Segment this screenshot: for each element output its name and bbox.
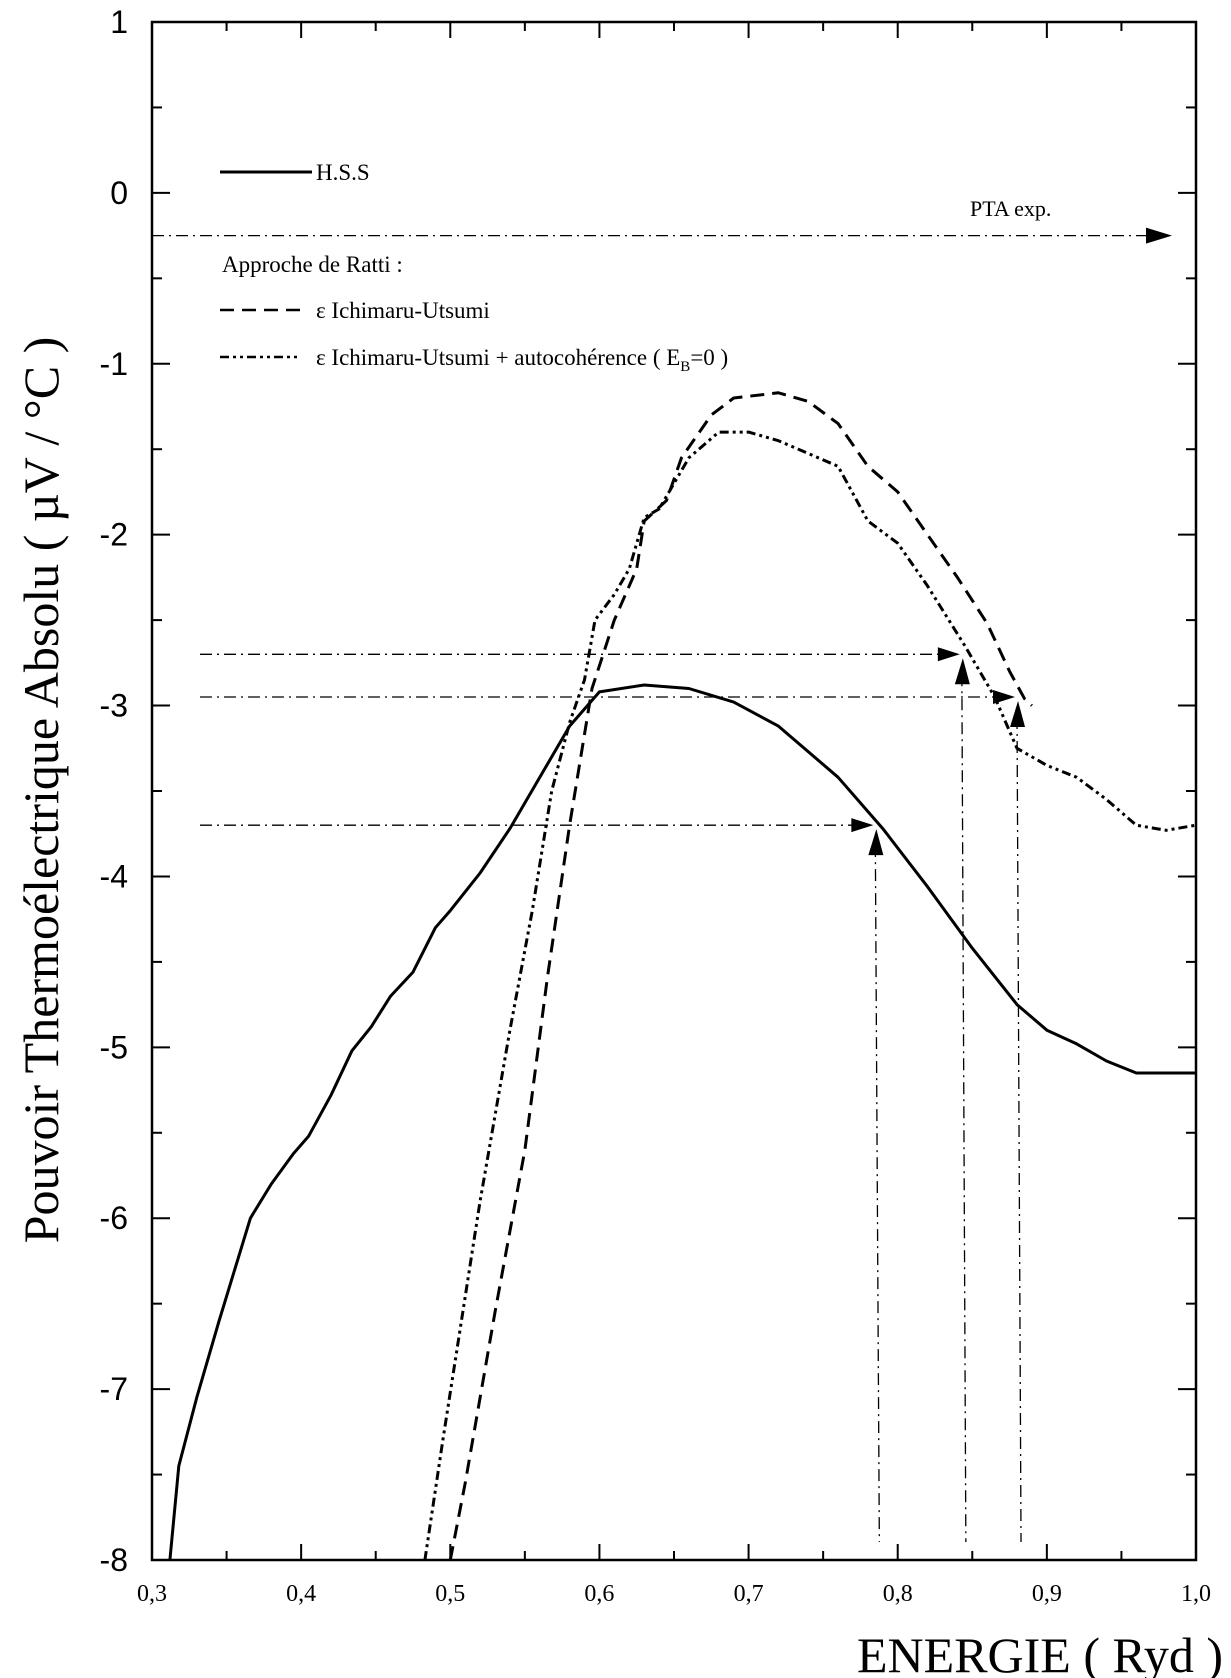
y-tick-label: -4 — [100, 858, 128, 894]
series-line-dash-dot-dot — [423, 430, 1197, 1561]
series-group — [168, 391, 1197, 1561]
x-axis-title: ENERGIE ( Ryd ) — [857, 1627, 1223, 1678]
legend-group-title: Approche de Ratti : — [222, 252, 403, 277]
y-tick-label: -8 — [100, 1542, 128, 1578]
arrowhead-right — [993, 690, 1016, 705]
y-axis-title: Pouvoir Thermoélectrique Absolu ( µV / °… — [13, 337, 69, 1244]
legend: H.S.S Approche de Ratti : ε Ichimaru-Uts… — [220, 160, 728, 375]
x-tick-label: 0,6 — [584, 1581, 614, 1607]
series-line-solid — [168, 683, 1196, 1561]
x-tick-label: 0,8 — [883, 1581, 913, 1607]
y-tick-label: -6 — [100, 1200, 128, 1236]
vertical-guide-line — [1016, 717, 1022, 1543]
y-tick-label: -3 — [100, 688, 128, 724]
y-tick-label: -7 — [100, 1371, 128, 1407]
legend-iu-auto-label: ε Ichimaru-Utsumi + autocohérence ( EB=0… — [316, 345, 728, 375]
x-tick-label: 0,5 — [435, 1581, 465, 1607]
x-tick-label: 0,9 — [1032, 1581, 1062, 1607]
series-line-dashed — [448, 391, 1033, 1561]
y-tick-label: -5 — [100, 1029, 128, 1065]
y-tick-label: 0 — [110, 175, 128, 211]
x-tick-label: 0,3 — [137, 1581, 167, 1607]
axis-ticks: 0,3 0,4 0,5 0,6 0,7 0,8 0,9 1,0 1 0 -1 -2 -3 -4 -5 -6 -7… — [100, 4, 1211, 1607]
legend-iu-auto-prefix: ε Ichimaru-Utsumi + autocohérence ( E — [316, 345, 680, 370]
arrowhead-right — [851, 818, 874, 833]
pta-label: PTA exp. — [970, 196, 1051, 221]
pta-arrowhead — [1146, 227, 1172, 244]
arrow-markers — [851, 227, 1172, 856]
legend-iu-auto-suffix: =0 ) — [690, 345, 728, 370]
legend-iu-auto-subscript: B — [680, 359, 690, 375]
x-tick-label: 0,4 — [286, 1581, 316, 1607]
vertical-guide-line — [874, 845, 880, 1543]
guide-lines — [152, 234, 1146, 1543]
arrowhead-up — [954, 658, 970, 685]
vertical-guide-line — [961, 674, 967, 1543]
arrowhead-right — [937, 647, 960, 662]
y-tick-label: -1 — [100, 346, 128, 382]
y-tick-label: 1 — [110, 4, 128, 40]
legend-hss-label: H.S.S — [316, 160, 370, 185]
arrowhead-up — [868, 829, 884, 856]
x-tick-label: 0,7 — [734, 1581, 764, 1607]
arrowhead-up — [1010, 701, 1026, 728]
legend-iu-label: ε Ichimaru-Utsumi — [316, 298, 490, 323]
x-tick-label: 1,0 — [1181, 1581, 1211, 1607]
y-tick-label: -2 — [100, 517, 128, 553]
